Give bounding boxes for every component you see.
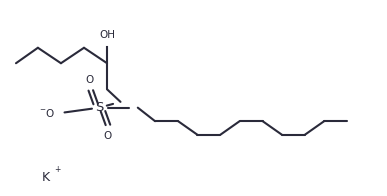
Text: K: K — [41, 171, 50, 184]
Text: +: + — [54, 165, 60, 174]
Text: O: O — [104, 131, 112, 141]
Text: OH: OH — [100, 30, 116, 40]
Text: $^{-}$O: $^{-}$O — [39, 107, 55, 119]
Text: S: S — [95, 101, 104, 114]
Text: O: O — [86, 75, 94, 85]
